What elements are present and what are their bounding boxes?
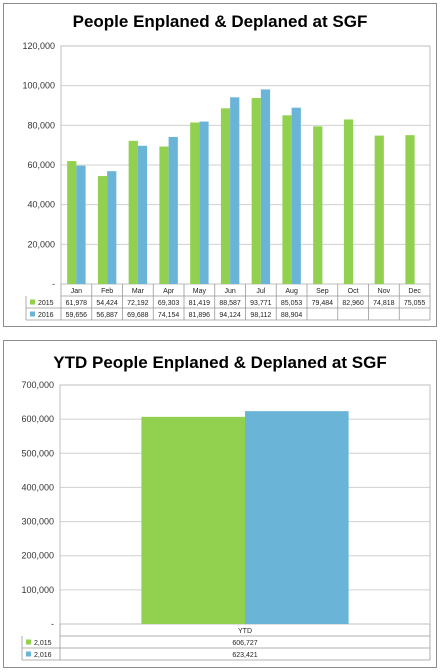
x-category-label: Oct [348, 288, 359, 295]
legend-series-name: 2,016 [34, 652, 52, 659]
data-label: 81,896 [189, 312, 211, 319]
data-label: 85,053 [281, 300, 303, 307]
legend-swatch [26, 651, 31, 657]
y-tick-label: 80,000 [27, 120, 55, 130]
legend-series-name: 2016 [38, 312, 54, 319]
bar-2016-mar [137, 145, 148, 284]
data-label: 74,154 [158, 312, 180, 319]
y-tick-label: 500,000 [21, 448, 54, 458]
data-label: 54,424 [96, 300, 118, 307]
bar-2015-jul [251, 98, 261, 285]
x-category-label: Aug [285, 288, 298, 295]
data-label: 69,688 [127, 312, 149, 319]
bar-2016-aug [291, 107, 301, 284]
bar-2015-jun [220, 108, 231, 284]
bar-2015-nov [374, 135, 384, 284]
x-category-label: Jan [71, 288, 82, 295]
bar-2015-oct [343, 119, 354, 284]
bar-2015-apr [159, 146, 169, 284]
y-tick-label: - [52, 279, 55, 289]
data-label: 82,960 [342, 300, 364, 307]
bar-2016-feb [107, 171, 117, 284]
bar-2015-ytd [141, 416, 245, 624]
y-tick-label: 300,000 [21, 517, 54, 527]
ytd-chart-title: YTD People Enplaned & Deplaned at SGF [53, 353, 387, 372]
data-label: 88,904 [281, 312, 303, 319]
monthly-chart-title: People Enplaned & Deplaned at SGF [72, 12, 368, 31]
data-label: 75,055 [404, 300, 426, 307]
bar-2015-dec [405, 135, 415, 284]
data-label: 79,484 [312, 300, 334, 307]
y-tick-label: 100,000 [21, 585, 54, 595]
bar-2015-mar [128, 140, 138, 284]
bar-2016-jun [230, 97, 240, 284]
x-category-label: Feb [101, 288, 113, 295]
data-label: 61,978 [66, 300, 88, 307]
x-category-label: Apr [163, 288, 175, 295]
bar-2015-feb [97, 176, 108, 284]
data-label: 606,727 [232, 640, 257, 647]
legend-series-name: 2015 [38, 300, 54, 307]
data-label: 69,303 [158, 300, 180, 307]
monthly-chart-panel: People Enplaned & Deplaned at SGF - 20,00… [3, 3, 437, 327]
y-tick-label: 600,000 [21, 414, 54, 424]
data-label: 56,887 [96, 312, 118, 319]
data-label: 72,192 [127, 300, 149, 307]
legend-swatch [30, 299, 35, 305]
bar-2016-jan [76, 165, 86, 284]
y-tick-label: 120,000 [22, 41, 55, 51]
x-category-label: Sep [316, 288, 329, 295]
data-label: 98,112 [250, 312, 271, 319]
bar-2015-sep [313, 126, 323, 284]
y-tick-label: - [51, 619, 54, 629]
y-tick-label: 20,000 [27, 239, 55, 249]
data-label: 93,771 [250, 300, 272, 307]
legend-series-name: 2,015 [34, 640, 52, 647]
bar-2016-jul [260, 89, 271, 285]
legend-swatch [26, 639, 31, 645]
x-category-label: Jul [256, 288, 265, 295]
x-category-label: Nov [378, 288, 391, 295]
data-label: 88,587 [219, 300, 241, 307]
bar-2015-may [190, 122, 200, 284]
x-category-label: YTD [238, 628, 252, 635]
y-tick-label: 700,000 [21, 380, 54, 390]
bar-2015-aug [282, 115, 292, 284]
data-label: 81,419 [189, 300, 211, 307]
y-tick-label: 40,000 [27, 200, 55, 210]
y-tick-label: 100,000 [22, 81, 55, 91]
ytd-chart-panel: YTD People Enplaned & Deplaned at SGF - 1… [3, 340, 437, 668]
x-category-label: May [193, 288, 207, 295]
data-label: 74,818 [373, 300, 395, 307]
bar-2016-may [199, 121, 209, 284]
monthly-chart: - 20,000 40,000 60,000 80,000 100,000 120,000 J… [22, 41, 431, 321]
x-category-label: Dec [408, 288, 421, 295]
legend-swatch [30, 311, 35, 317]
y-tick-label: 200,000 [21, 551, 54, 561]
data-label: 94,124 [219, 312, 241, 319]
y-tick-label: 60,000 [27, 160, 55, 170]
bar-2016-apr [168, 136, 178, 284]
bar-2015-jan [67, 161, 77, 284]
data-label: 623,421 [232, 652, 257, 659]
x-category-label: Mar [132, 288, 145, 295]
x-category-label: Jun [224, 288, 235, 295]
data-label: 59,656 [66, 312, 88, 319]
bar-2016-ytd [245, 411, 349, 624]
ytd-chart: - 100,000 200,000 300,000 400,000 500,000 600,… [21, 380, 431, 661]
y-tick-label: 400,000 [21, 482, 54, 492]
